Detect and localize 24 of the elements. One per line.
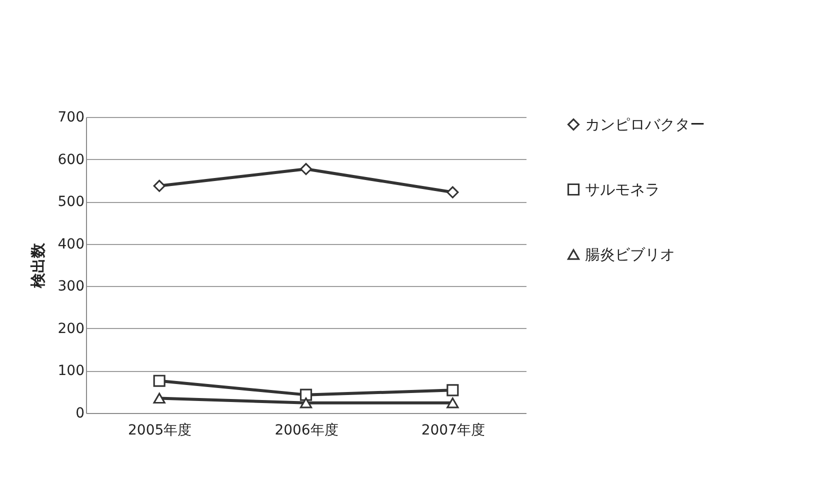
y-tick-label: 400 <box>58 236 84 252</box>
point <box>153 392 166 404</box>
y-axis-title: 検出数 <box>28 242 47 289</box>
x-tick-label: 2005年度 <box>128 422 192 438</box>
x-tick-label: 2007年度 <box>421 422 485 438</box>
point <box>300 162 312 176</box>
legend-label: カンピロバクター <box>585 116 705 134</box>
legend-label: サルモネラ <box>585 180 660 198</box>
y-tick-label: 100 <box>58 363 84 380</box>
y-tick-label: 300 <box>58 278 84 295</box>
x-tick-label: 2006年度 <box>274 422 338 438</box>
y-tick-label: 0 <box>76 406 84 422</box>
y-tick-label: 700 <box>58 110 84 126</box>
point <box>446 398 459 408</box>
point <box>300 388 312 401</box>
point <box>446 384 459 396</box>
legend-label: 腸炎ビブリオ <box>585 246 675 264</box>
y-tick-label: 200 <box>58 320 84 337</box>
y-tick-label: 500 <box>58 194 84 210</box>
point <box>153 374 166 387</box>
point <box>300 398 312 408</box>
point <box>153 180 166 192</box>
y-tick-label: 600 <box>58 152 84 168</box>
point <box>446 186 459 198</box>
